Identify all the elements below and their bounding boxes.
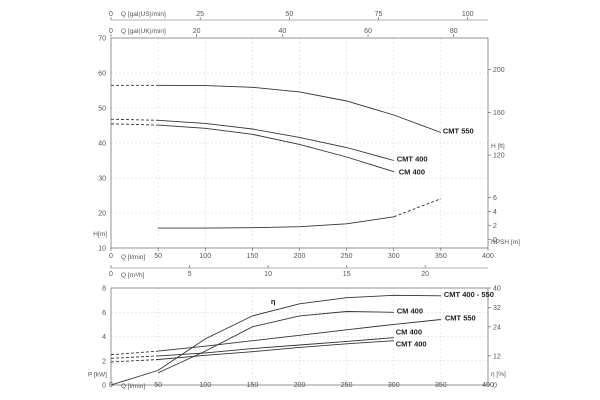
bottom-x-tick-label: 350: [435, 382, 447, 389]
cm400-head-curve-extrapolation: [110, 123, 159, 126]
cmt550-power-curve: [158, 319, 441, 352]
h-ft-axis-label: H [ft]: [491, 143, 505, 150]
top-x-tick-label: 200: [294, 253, 306, 260]
m3h-tick-label: 0: [109, 271, 113, 278]
gal-uk-tick-label: 0: [109, 28, 113, 35]
top-x-axis-label: Q [l/min]: [121, 254, 145, 261]
gal-uk-tick-label: 60: [364, 28, 372, 35]
p-tick-label: 2: [102, 358, 106, 365]
m3h-tick-label: 15: [343, 271, 351, 278]
gal-uk-tick-label: 80: [450, 28, 458, 35]
p-tick-label: 8: [102, 286, 106, 293]
bottom-x-tick-label: 150: [247, 382, 259, 389]
bottom-plot-frame: [110, 287, 489, 386]
cmt550-power-curve-label: CMT 550: [445, 314, 476, 323]
cm400-efficiency-curve: [157, 311, 394, 374]
cmt400-head-curve: [158, 119, 394, 161]
gal-uk-axis-label: Q [gal(UK)/min]: [121, 28, 166, 35]
cmt400-head-curve-label: CMT 400: [397, 155, 428, 164]
top-y-tick-label: 10: [98, 246, 106, 253]
bottom-x-tick-label: 250: [341, 382, 353, 389]
eta-tick-label: 40: [493, 286, 501, 293]
cmt400-power-curve: [158, 340, 394, 360]
top-x-tick-label: 0: [109, 253, 113, 260]
top-y-axis-label: H[m]: [93, 231, 107, 238]
bottom-x-tick-label: 200: [294, 382, 306, 389]
npsh-axis-label: NPSH [m]: [491, 239, 520, 246]
cmt-efficiency-curve-label: CMT 400 - 550: [444, 290, 494, 299]
gal-us-tick-label: 75: [375, 11, 383, 18]
bottom-x-tick-label: 50: [154, 382, 162, 389]
h-ft-tick-label: 200: [493, 67, 505, 74]
cmt550-head-curve: [158, 84, 442, 133]
top-x-tick-label: 250: [341, 253, 353, 260]
top-y-tick-label: 20: [98, 211, 106, 218]
m3h-axis-label: Q [m³/h]: [121, 272, 145, 279]
cm400-efficiency-curve-label: CM 400: [397, 306, 423, 315]
cmt400-power-curve-extrapolation: [110, 359, 159, 363]
cm400-power-curve-label: CM 400: [396, 328, 422, 337]
gal-us-tick-label: 0: [109, 11, 113, 18]
top-y-tick-label: 50: [98, 106, 106, 113]
npsh-curve: [158, 216, 394, 229]
p-tick-label: 6: [102, 310, 106, 317]
top-x-tick-label: 50: [154, 253, 162, 260]
top-y-tick-label: 40: [98, 141, 106, 148]
gal-us-tick-label: 100: [462, 11, 474, 18]
gal-uk-tick-label: 40: [278, 28, 286, 35]
cm400-head-curve: [158, 124, 394, 173]
bottom-x-tick-label: 0: [109, 382, 113, 389]
bottom-x-axis-label: Q [l/min]: [121, 383, 145, 390]
cm400-power-curve: [158, 337, 394, 357]
eta-tick-label: 0: [493, 383, 497, 390]
gal-us-tick-label: 25: [196, 11, 204, 18]
m3h-tick-label: 5: [188, 271, 192, 278]
m3h-tick-label: 20: [421, 271, 429, 278]
eta-tick-label: 32: [493, 305, 501, 312]
eta-tick-label: 12: [493, 353, 501, 360]
npsh-curve-extrapolation: [393, 198, 442, 218]
top-x-tick-label: 350: [435, 253, 447, 260]
top-x-tick-label: 150: [247, 253, 259, 260]
top-y-tick-label: 30: [98, 176, 106, 183]
top-x-tick-label: 100: [199, 253, 211, 260]
cmt400-power-curve-label: CMT 400: [396, 340, 427, 349]
p-tick-label: 0: [102, 383, 106, 390]
p-axis-label: P [kW]: [88, 372, 107, 379]
bottom-x-tick-label: 400: [482, 382, 494, 389]
m3h-tick-label: 10: [264, 271, 272, 278]
npsh-tick-label: 0: [493, 237, 497, 244]
gal-us-tick-label: 50: [285, 11, 293, 18]
h-ft-tick-label: 160: [493, 110, 505, 117]
cm400-head-curve-label: CM 400: [399, 168, 425, 177]
cmt550-head-curve-label: CMT 550: [443, 127, 474, 136]
eta-tick-label: 24: [493, 324, 501, 331]
cmt-efficiency-curve: [110, 294, 441, 386]
gal-us-axis-label: Q [gal(US)/min]: [121, 11, 166, 18]
gal-uk-tick-label: 20: [193, 28, 201, 35]
npsh-tick-label: 4: [493, 209, 497, 216]
h-ft-tick-label: 120: [493, 152, 505, 159]
cm400-power-curve-extrapolation: [110, 355, 159, 359]
eta-annotation: η: [271, 297, 276, 306]
top-x-tick-label: 300: [388, 253, 400, 260]
top-y-tick-label: 70: [98, 36, 106, 43]
cmt550-power-curve-extrapolation: [110, 350, 159, 356]
npsh-tick-label: 2: [493, 223, 497, 230]
top-x-tick-label: 400: [482, 253, 494, 260]
p-tick-label: 4: [102, 334, 106, 341]
bottom-x-tick-label: 300: [388, 382, 400, 389]
eta-axis-label: η [%]: [491, 371, 506, 378]
npsh-tick-label: 6: [493, 195, 497, 202]
bottom-x-tick-label: 100: [199, 382, 211, 389]
cmt400-head-curve-extrapolation: [110, 118, 159, 121]
top-y-tick-label: 60: [98, 71, 106, 78]
